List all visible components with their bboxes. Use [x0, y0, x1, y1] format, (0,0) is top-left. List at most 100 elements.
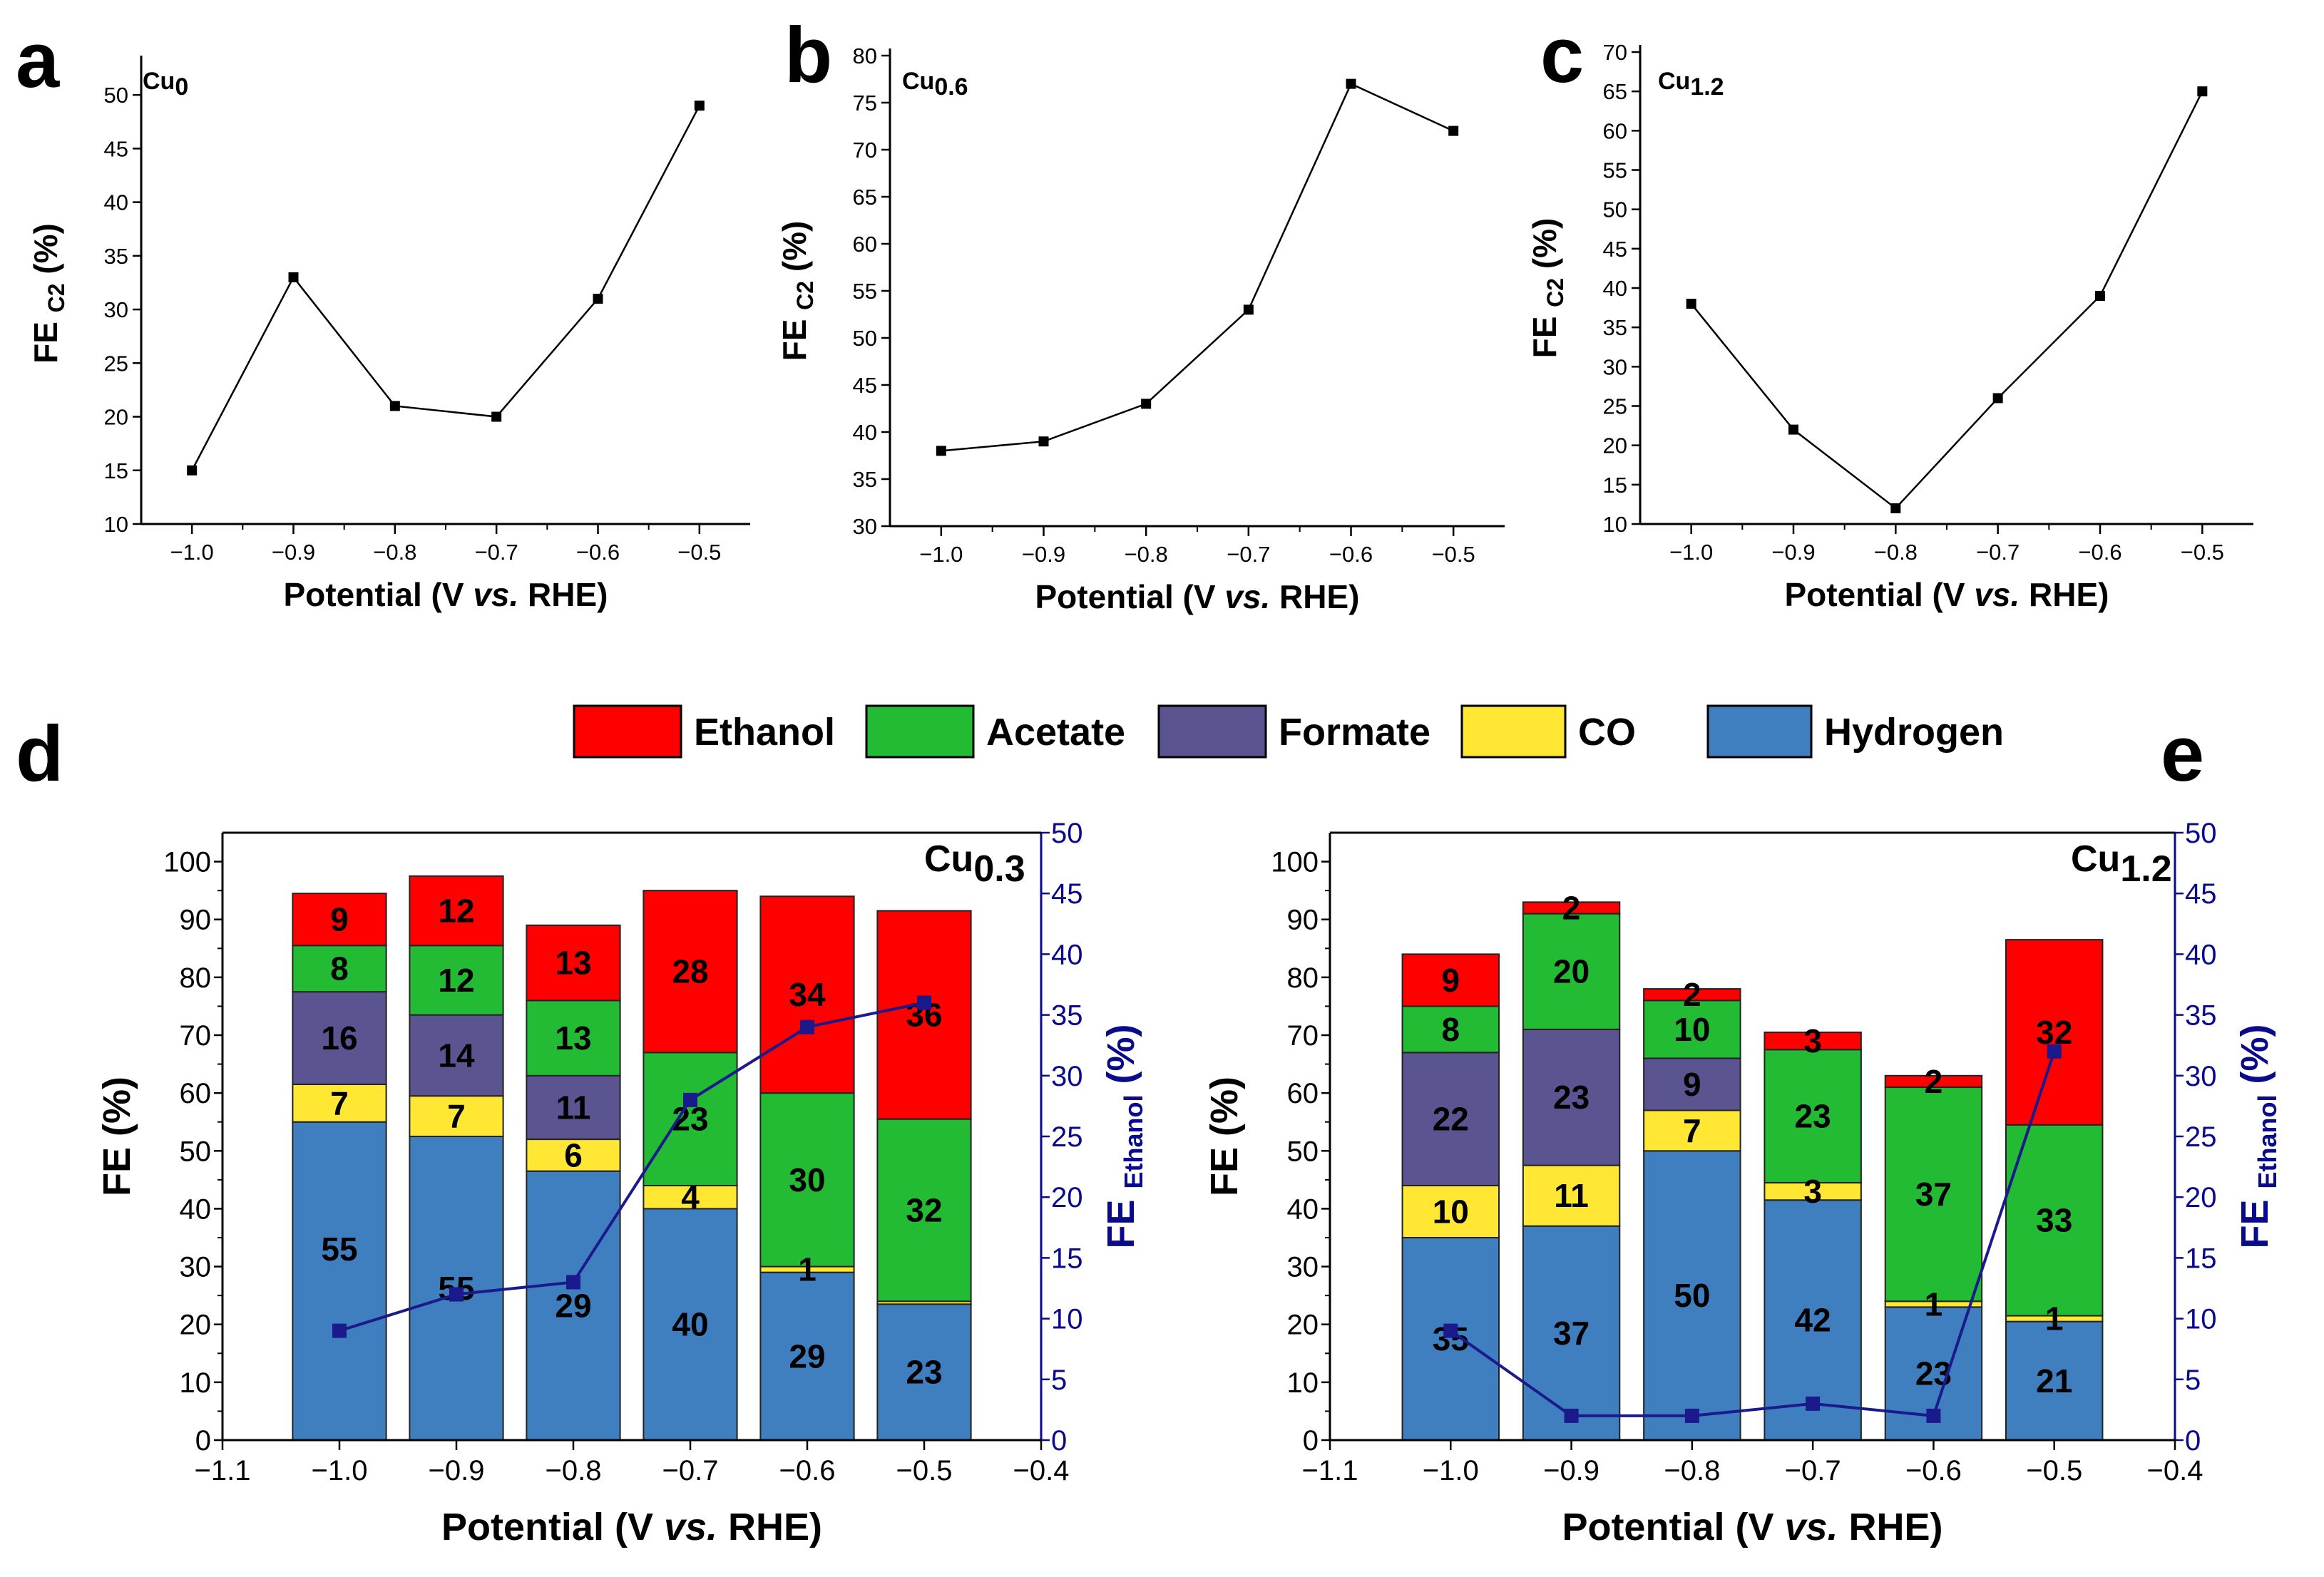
bar-ethanol-3 — [643, 890, 738, 1054]
y2-label-unit: (%) — [2233, 1024, 2276, 1095]
bar-ethanol-4 — [759, 895, 855, 1094]
series-line — [191, 105, 700, 471]
y-tick-label: 80 — [180, 962, 212, 994]
y2-tick-label: 30 — [1051, 1061, 1083, 1092]
x-axis-label: Potential (V vs. RHE) — [1035, 578, 1360, 615]
ethanol-point-2 — [1684, 1408, 1699, 1423]
legend-swatch-hydrogen — [1706, 704, 1813, 759]
bar-ethanol-0 — [292, 893, 387, 947]
y-tick-label: 90 — [180, 905, 212, 936]
bar-hydrogen-2 — [1643, 1150, 1741, 1442]
bar-label-formate-0: 16 — [321, 1019, 357, 1057]
legend-label-formate: Formate — [1279, 711, 1430, 754]
x-tick-label: −0.7 — [1227, 542, 1270, 567]
bar-ethanol-1 — [409, 875, 504, 947]
x-tick-label: −0.6 — [576, 540, 620, 565]
x-tick-label: −0.9 — [1771, 540, 1815, 565]
bar-label-co-2: 7 — [1683, 1112, 1701, 1149]
y2-tick-label: 0 — [1051, 1425, 1067, 1457]
bar-formate-1 — [409, 1014, 504, 1097]
y-tick-label: 45 — [1603, 237, 1627, 262]
x-tick-label: −0.4 — [1013, 1455, 1070, 1486]
x-label-italic: vs. — [473, 576, 518, 613]
bar-label-formate-2: 11 — [556, 1089, 591, 1126]
y-label-sub: C2 — [792, 281, 818, 310]
data-point-5 — [1448, 125, 1459, 136]
x-tick-label: −0.4 — [2147, 1455, 2203, 1486]
ethanol-point-0 — [332, 1323, 347, 1338]
bar-label-ethanol-4: 34 — [789, 976, 826, 1013]
bar-ethanol-5 — [876, 910, 972, 1120]
bar-label-co-0: 7 — [330, 1084, 349, 1121]
legend: Ethanol Acetate Formate CO Hydrogen — [573, 704, 2004, 759]
x-tick-label: −0.5 — [677, 540, 721, 565]
panel-label-c: c — [1540, 11, 1584, 99]
bar-hydrogen-3 — [643, 1208, 738, 1442]
x-label-italic: vs. — [1224, 578, 1270, 615]
x-tick-label: −0.5 — [1432, 542, 1475, 567]
y-tick-label: 45 — [104, 136, 128, 161]
y-tick-label: 50 — [1287, 1136, 1319, 1167]
y2-tick-label: 35 — [1051, 1000, 1083, 1032]
y2-axis-label: FE Ethanol (%) — [1100, 1024, 1148, 1249]
y-label-main: FE — [27, 312, 64, 364]
x-tick-label: −0.8 — [546, 1455, 602, 1486]
x-tick-label: −0.6 — [779, 1455, 836, 1486]
y2-tick-label: 25 — [2185, 1121, 2217, 1153]
y-tick-label: 90 — [1287, 905, 1319, 936]
data-point-1 — [1788, 424, 1798, 435]
x-axis-label: Potential (V vs. RHE) — [284, 576, 608, 613]
bar-acetate-5 — [2005, 1124, 2104, 1317]
sample-sub: 0.3 — [973, 848, 1025, 890]
x-tick-label: −0.7 — [1976, 540, 2020, 565]
bar-label-ethanol-1: 12 — [438, 893, 474, 930]
bar-ethanol-2 — [526, 924, 621, 1002]
y-tick-label: 60 — [1287, 1078, 1319, 1109]
x-tick-label: −0.8 — [1664, 1455, 1720, 1486]
y2-tick-label: 50 — [1051, 818, 1083, 849]
bar-label-hydrogen-0: 55 — [321, 1231, 357, 1268]
y-tick-label: 30 — [104, 297, 128, 322]
y-tick-label: 0 — [1303, 1425, 1319, 1457]
bar-label-acetate-0: 8 — [330, 950, 349, 987]
y2-tick-label: 20 — [2185, 1182, 2217, 1213]
y-tick-label: 60 — [1603, 118, 1627, 143]
x-axis-label: Potential (V vs. RHE) — [1562, 1506, 1942, 1548]
y2-label-main: FE — [1100, 1188, 1142, 1248]
y-tick-label: 10 — [104, 512, 128, 537]
y-tick-label: 40 — [853, 420, 877, 445]
sample-sub: 0 — [175, 73, 188, 101]
series-line — [1690, 91, 2203, 510]
x-label-part: Potential (V — [1035, 578, 1225, 615]
x-tick-label: −0.9 — [1022, 542, 1065, 567]
y2-tick-label: 25 — [1051, 1121, 1083, 1153]
legend-swatch-formate — [1157, 704, 1267, 759]
bar-label-ethanol-3: 3 — [1803, 1022, 1822, 1059]
data-point-4 — [1346, 78, 1356, 89]
y-tick-label: 35 — [1603, 315, 1627, 340]
legend-label-ethanol: Ethanol — [694, 711, 835, 754]
bar-hydrogen-4 — [759, 1271, 855, 1441]
bar-label-ethanol-3: 28 — [672, 953, 708, 990]
panel-label-b: b — [784, 11, 832, 99]
x-label-italic: vs. — [1974, 576, 2020, 613]
y-tick-label: 70 — [853, 138, 877, 163]
legend-swatch-co — [1460, 704, 1567, 759]
y2-tick-label: 35 — [2185, 1000, 2217, 1032]
bar-hydrogen-1 — [1522, 1225, 1621, 1442]
bar-acetate-5 — [876, 1118, 972, 1303]
y-label-main: FE — [1526, 307, 1563, 359]
bar-label-acetate-3: 23 — [1795, 1098, 1831, 1135]
sample-sub: 1.2 — [2120, 848, 2171, 890]
panel-label-a: a — [16, 16, 60, 104]
bar-label-acetate-5: 32 — [906, 1191, 942, 1228]
bar-ethanol-3 — [1764, 1031, 1862, 1051]
y2-tick-label: 5 — [1051, 1365, 1067, 1396]
data-point-5 — [694, 101, 705, 111]
bar-hydrogen-0 — [1401, 1237, 1500, 1441]
y-tick-label: 25 — [1603, 394, 1627, 419]
chart-d: 5571689557141212296111313404232829130342… — [96, 818, 1148, 1548]
bar-label-co-3: 4 — [681, 1178, 700, 1216]
bar-hydrogen-0 — [292, 1121, 387, 1441]
sample-sub: 0.6 — [934, 73, 968, 101]
